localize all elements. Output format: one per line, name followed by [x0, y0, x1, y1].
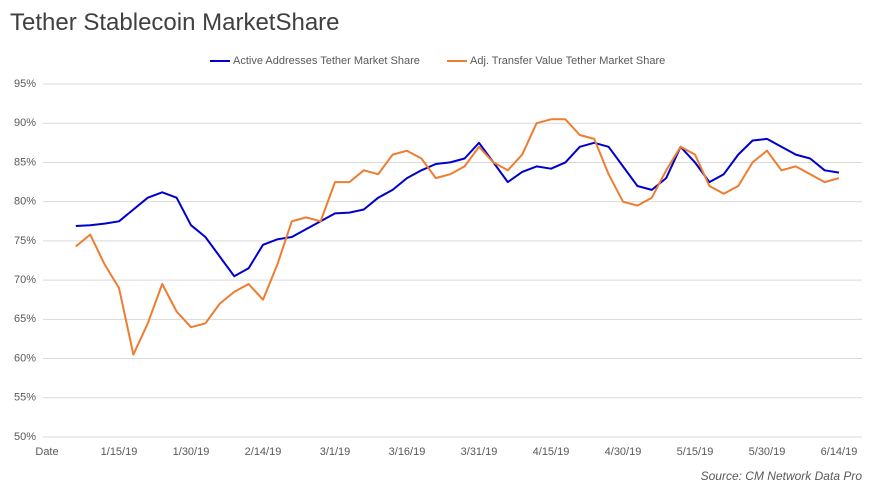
x-tick-label: 5/30/19: [749, 446, 786, 458]
x-tick-label: 1/30/19: [173, 446, 210, 458]
y-tick-label: 70%: [14, 274, 36, 286]
x-tick-label: 6/14/19: [821, 446, 858, 458]
x-tick-label: 3/31/19: [461, 446, 498, 458]
x-tick-label: 4/15/19: [533, 446, 570, 458]
data-line: [75, 118, 840, 356]
x-tick-label: Date: [35, 446, 58, 458]
y-tick-label: 85%: [14, 156, 36, 168]
source-note: Source: CM Network Data Pro: [701, 469, 863, 483]
y-tick-label: 80%: [14, 196, 36, 208]
legend-label: Adj. Transfer Value Tether Market Share: [470, 55, 665, 67]
y-tick-label: 50%: [14, 431, 36, 443]
chart-title: Tether Stablecoin MarketShare: [10, 9, 340, 36]
x-tick-label: 1/15/19: [101, 446, 138, 458]
x-tick-label: 2/14/19: [245, 446, 282, 458]
y-tick-label: 60%: [14, 352, 36, 364]
y-tick-label: 90%: [14, 117, 36, 129]
y-tick-label: 65%: [14, 313, 36, 325]
x-tick-label: 5/15/19: [677, 446, 714, 458]
y-tick-label: 75%: [14, 235, 36, 247]
x-tick-label: 3/1/19: [320, 446, 351, 458]
y-tick-label: 55%: [14, 392, 36, 404]
y-tick-label: 95%: [14, 78, 36, 90]
legend-label: Active Addresses Tether Market Share: [233, 55, 420, 67]
x-tick-label: 4/30/19: [605, 446, 642, 458]
data-line: [75, 137, 840, 278]
x-tick-label: 3/16/19: [389, 446, 426, 458]
